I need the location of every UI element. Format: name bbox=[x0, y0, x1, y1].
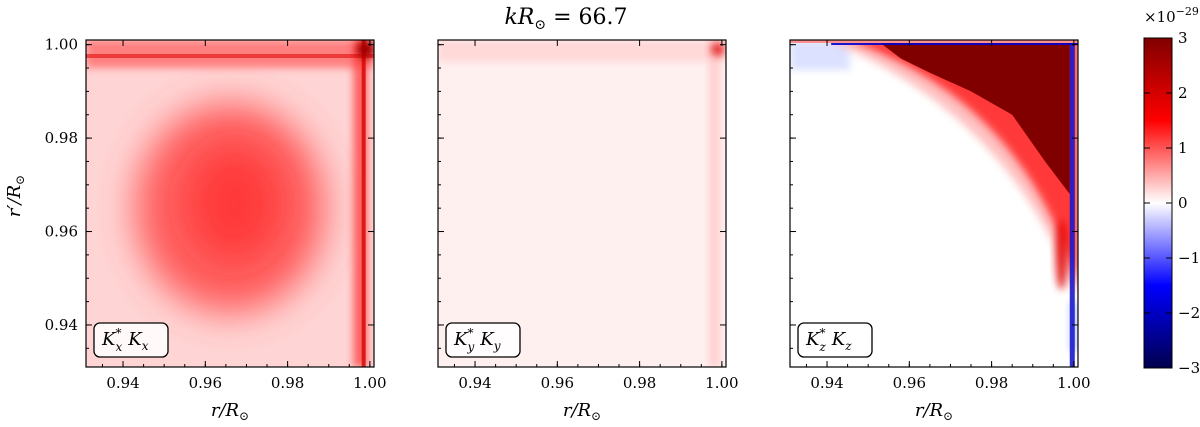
panel-x: 0.94 0.96 0.98 1.00 0.94 0.96 0.98 1.00 r/R⊙ K* x K… bbox=[45, 36, 387, 423]
y-tick-label: 1.00 bbox=[45, 36, 78, 54]
x-tick-label: 0.98 bbox=[271, 374, 304, 392]
panel-label-z: K* z Kz bbox=[805, 326, 852, 354]
x-axis-label: r/R⊙ bbox=[915, 400, 953, 423]
x-axis-label: r/R⊙ bbox=[211, 400, 249, 423]
x-tick-label: 0.96 bbox=[541, 374, 574, 392]
x-tick-label: 1.00 bbox=[1057, 374, 1090, 392]
x-tick-label: 1.00 bbox=[705, 374, 738, 392]
colorbar-tick-label: −1 bbox=[1178, 249, 1200, 267]
figure-title: kR⊙ = 66.7 bbox=[504, 5, 627, 33]
heatmap-x bbox=[86, 40, 374, 367]
colorbar-tick-label: 3 bbox=[1178, 29, 1188, 47]
panel-frame bbox=[789, 39, 1079, 368]
x-tick-label: 0.94 bbox=[106, 374, 139, 392]
panel-label-box bbox=[797, 322, 873, 358]
panel-label-box bbox=[445, 322, 521, 358]
y-axis-label: r′/R⊙ bbox=[4, 175, 27, 217]
panel-z: 0.94 0.96 0.98 1.00 r/R⊙ K* z Kz bbox=[789, 39, 1091, 423]
colorbar-tick-label: 0 bbox=[1178, 194, 1188, 212]
x-tick-label: 0.96 bbox=[893, 374, 926, 392]
panel-label-x: K* x Kx bbox=[101, 326, 149, 354]
y-tick-label: 0.94 bbox=[45, 316, 78, 334]
panel-y: 0.94 0.96 0.98 1.00 r/R⊙ K* y Ky bbox=[437, 39, 739, 423]
panel-frame bbox=[85, 39, 375, 368]
heatmap-y bbox=[438, 40, 726, 367]
colorbar-tick-label: 1 bbox=[1178, 139, 1188, 157]
panel-frame bbox=[437, 39, 727, 368]
x-tick-label: 0.98 bbox=[623, 374, 656, 392]
x-tick-label: 0.94 bbox=[810, 374, 843, 392]
colorbar-tick-label: −2 bbox=[1178, 304, 1200, 322]
colorbar-scale-label: ×10−29 bbox=[1144, 5, 1199, 26]
heatmap-z bbox=[790, 40, 1078, 367]
colorbar-tick-label: −3 bbox=[1178, 359, 1200, 377]
y-tick-label: 0.98 bbox=[45, 129, 78, 147]
x-axis-label: r/R⊙ bbox=[563, 400, 601, 423]
colorbar-tick-label: 2 bbox=[1178, 84, 1188, 102]
x-tick-label: 0.98 bbox=[975, 374, 1008, 392]
x-tick-label: 0.96 bbox=[189, 374, 222, 392]
colorbar: 3 2 1 0 −1 −2 −3 ×10−29 bbox=[1143, 5, 1200, 377]
x-tick-label: 1.00 bbox=[353, 374, 386, 392]
panel-label-y: K* y Ky bbox=[453, 326, 501, 354]
x-tick-label: 0.94 bbox=[458, 374, 491, 392]
y-tick-label: 0.96 bbox=[45, 223, 78, 241]
panel-label-box bbox=[93, 322, 169, 358]
